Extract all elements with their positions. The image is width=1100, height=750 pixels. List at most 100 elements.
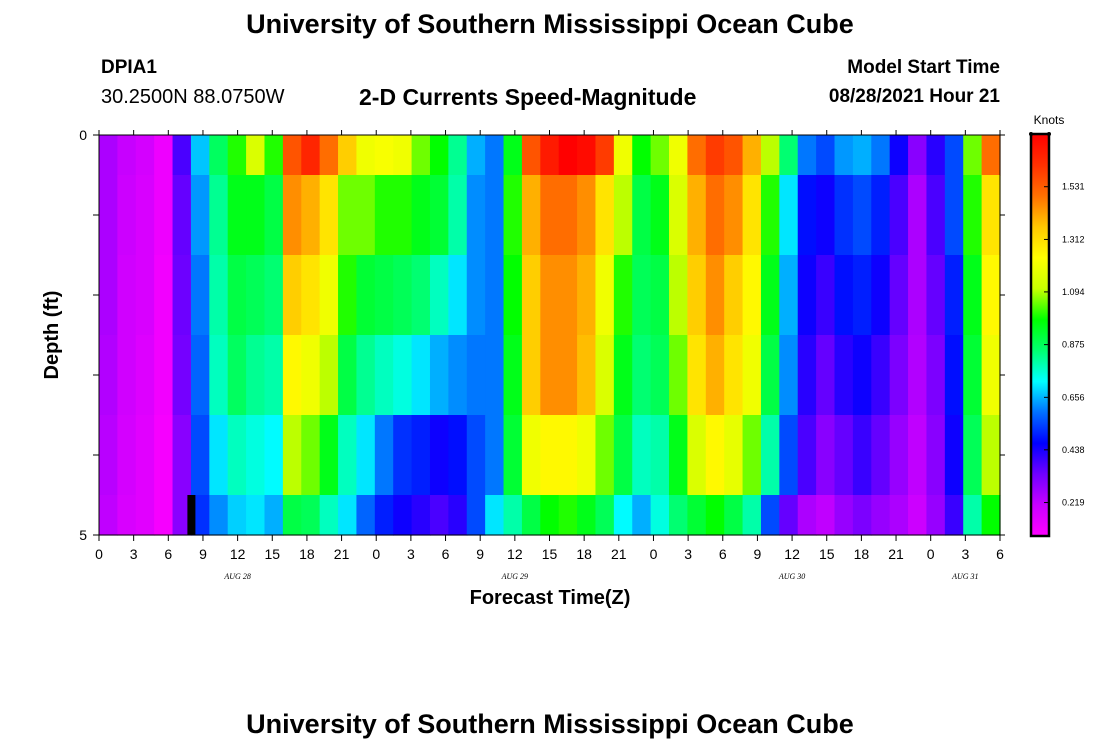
heatmap-cell xyxy=(577,335,597,416)
y-tick-label: 0 xyxy=(79,127,87,143)
heatmap-cell xyxy=(393,335,413,416)
heatmap-cell xyxy=(834,135,854,176)
heatmap-cell xyxy=(871,495,891,536)
heatmap-cell xyxy=(246,135,266,176)
heatmap-cell xyxy=(669,175,689,256)
heatmap-cell xyxy=(613,255,633,336)
heatmap-cell xyxy=(393,135,413,176)
heatmap-cell xyxy=(632,495,652,536)
heatmap-cell xyxy=(411,175,431,256)
station-id: DPIA1 xyxy=(101,57,157,78)
heatmap-cell xyxy=(503,415,523,496)
heatmap-cell xyxy=(742,495,762,536)
colorbar-unit: Knots xyxy=(1034,113,1065,127)
heatmap-cell xyxy=(172,255,192,336)
heatmap-cell xyxy=(485,175,505,256)
heatmap-cell xyxy=(889,255,909,336)
colorbar-tick-label: 1.094 xyxy=(1062,287,1085,297)
heatmap-cell xyxy=(540,135,560,176)
x-axis-label: Forecast Time(Z) xyxy=(470,587,631,609)
heatmap-cell xyxy=(687,255,707,336)
heatmap-cell xyxy=(981,255,1001,336)
x-tick-label: 3 xyxy=(407,546,415,562)
heatmap-cell xyxy=(797,495,817,536)
x-tick-label: 0 xyxy=(650,546,658,562)
heatmap-cell xyxy=(485,495,505,536)
heatmap-cell xyxy=(356,135,376,176)
heatmap-cell xyxy=(319,135,339,176)
heatmap-cell xyxy=(705,175,725,256)
heatmap-cell xyxy=(282,335,302,416)
heatmap-cell xyxy=(319,255,339,336)
x-tick-label: 6 xyxy=(164,546,172,562)
heatmap-cell xyxy=(338,175,358,256)
heatmap-cell xyxy=(154,495,174,536)
x-tick-label: 3 xyxy=(961,546,969,562)
heatmap-cell xyxy=(393,495,413,536)
heatmap-cell xyxy=(558,415,578,496)
heatmap-cell xyxy=(374,175,394,256)
heatmap-cell xyxy=(411,495,431,536)
heatmap-cell xyxy=(632,175,652,256)
heatmap-cell xyxy=(797,335,817,416)
heatmap-cell xyxy=(779,495,799,536)
heatmap-cell xyxy=(374,415,394,496)
heatmap-cell xyxy=(485,335,505,416)
heatmap-cell xyxy=(429,255,449,336)
station-coordinates: 30.2500N 88.0750W xyxy=(101,86,285,108)
x-tick-label: 6 xyxy=(996,546,1004,562)
heatmap-cell xyxy=(595,175,615,256)
heatmap-cell xyxy=(650,415,670,496)
heatmap-cell xyxy=(687,175,707,256)
y-axis: 05 xyxy=(79,127,1005,543)
x-tick-label: 9 xyxy=(754,546,762,562)
x-tick-label: 18 xyxy=(299,546,315,562)
heatmap-cell xyxy=(613,175,633,256)
colorbar-tick-label: 0.875 xyxy=(1062,340,1085,350)
heatmap-cell xyxy=(632,415,652,496)
heatmap-cell xyxy=(908,135,928,176)
heatmap-cell xyxy=(190,135,210,176)
heatmap-cell xyxy=(503,255,523,336)
x-tick-label: 21 xyxy=(611,546,627,562)
colorbar-gradient xyxy=(1029,132,1051,538)
heatmap-cell xyxy=(632,135,652,176)
heatmap-cell xyxy=(944,135,964,176)
date-label: AUG 31 xyxy=(951,572,978,581)
heatmap-cell xyxy=(338,255,358,336)
heatmap-cell xyxy=(172,135,192,176)
heatmap-cell xyxy=(190,175,210,256)
heatmap-cell xyxy=(209,255,229,336)
heatmap-cell xyxy=(393,255,413,336)
heatmap-cell xyxy=(724,135,744,176)
heatmap-cell xyxy=(852,495,872,536)
heatmap-cell xyxy=(760,415,780,496)
heatmap-cell xyxy=(135,255,155,336)
heatmap-cell xyxy=(374,135,394,176)
heatmap-cell xyxy=(852,255,872,336)
heatmap-cell xyxy=(540,255,560,336)
heatmap-cell xyxy=(613,415,633,496)
heatmap-cell xyxy=(135,495,155,536)
heatmap-cell xyxy=(411,335,431,416)
heatmap-cell xyxy=(705,495,725,536)
heatmap-cell xyxy=(577,175,597,256)
heatmap-cell xyxy=(301,415,321,496)
heatmap-cell xyxy=(760,335,780,416)
x-axis: 0 3 6 9 12 15 18 21 0 3 6 9 12 15 18 21 0 3 6 9 12 15 18 21 0 3 6 A… xyxy=(95,130,1004,581)
x-tick-label: 9 xyxy=(199,546,207,562)
heatmap-cell xyxy=(172,335,192,416)
heatmap-cell xyxy=(981,175,1001,256)
heatmap-cell xyxy=(705,415,725,496)
heatmap-cell xyxy=(724,415,744,496)
heatmap-cell xyxy=(852,335,872,416)
heatmap-cell xyxy=(338,135,358,176)
heatmap-cell xyxy=(687,135,707,176)
heatmap-cell xyxy=(834,335,854,416)
heatmap-cell xyxy=(154,415,174,496)
heatmap-cell xyxy=(779,135,799,176)
heatmap-cell xyxy=(705,135,725,176)
heatmap-cell xyxy=(338,495,358,536)
heatmap-cell xyxy=(669,255,689,336)
